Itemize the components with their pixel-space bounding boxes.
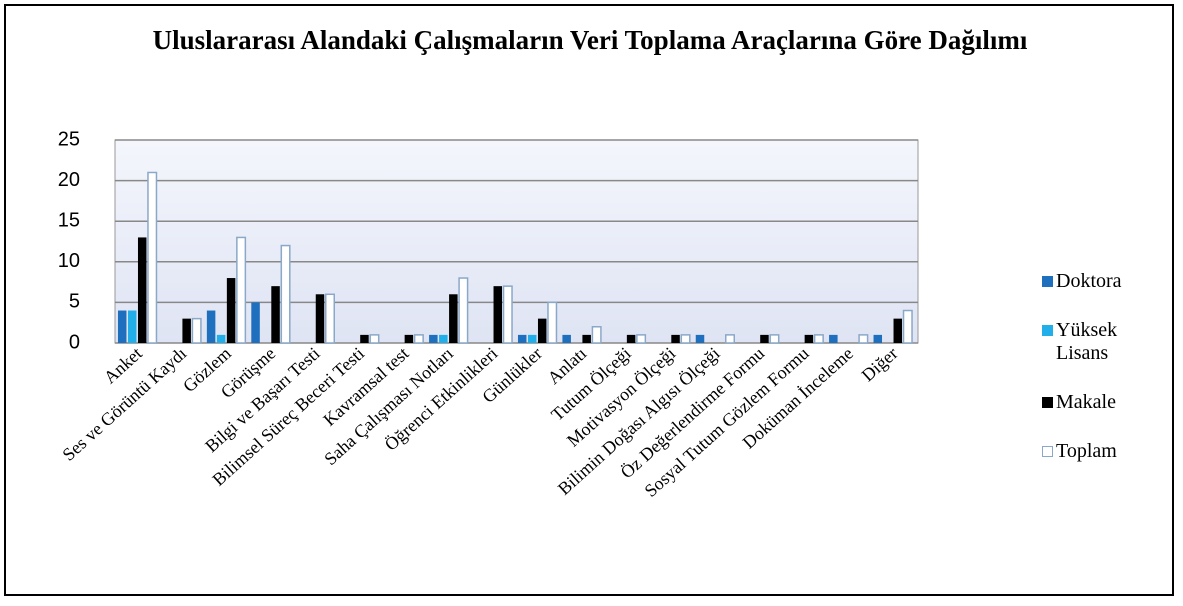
- legend-label: Makale: [1056, 391, 1116, 413]
- y-tick-label: 10: [58, 250, 80, 272]
- bar: [562, 334, 571, 343]
- y-tick-label: 0: [69, 331, 80, 353]
- bar: [517, 334, 527, 343]
- bar: [147, 171, 158, 344]
- legend-label: Doktora: [1056, 270, 1122, 292]
- bar: [502, 285, 513, 344]
- bar: [271, 286, 280, 343]
- bar: [315, 294, 325, 343]
- bar: [671, 334, 680, 343]
- bar: [251, 302, 260, 343]
- legend-swatch: [1042, 276, 1053, 287]
- bar: [413, 334, 424, 344]
- bar: [695, 334, 705, 343]
- x-tick-label: Diğer: [858, 343, 902, 385]
- bar: [449, 294, 458, 343]
- y-tick-label: 15: [58, 209, 80, 231]
- bar: [829, 334, 838, 343]
- bar: [804, 334, 814, 343]
- legend-item: Makale: [1042, 391, 1162, 414]
- bar: [369, 334, 380, 344]
- bar: [404, 334, 414, 343]
- bar: [813, 334, 824, 344]
- y-tick-label: 5: [69, 291, 80, 313]
- legend-label: Yüksek Lisans: [1056, 319, 1118, 364]
- bar: [493, 286, 503, 343]
- legend: Doktora Yüksek Lisans Makale Toplam: [1042, 270, 1162, 489]
- bar: [182, 318, 191, 343]
- bar: [626, 334, 636, 343]
- legend-item: Toplam: [1042, 440, 1162, 463]
- bar: [191, 317, 202, 344]
- bar: [325, 293, 335, 344]
- legend-item: Doktora: [1042, 270, 1162, 293]
- bar: [582, 334, 591, 343]
- bar: [206, 310, 216, 343]
- bar: [439, 334, 448, 343]
- bar: [725, 334, 735, 344]
- legend-swatch: [1042, 397, 1053, 408]
- bar: [873, 334, 883, 343]
- bar: [527, 334, 537, 343]
- chart-title: Uluslararası Alandaki Çalışmaların Veri …: [152, 25, 1028, 55]
- bar: [137, 237, 147, 343]
- bar: [117, 310, 127, 343]
- bar: [216, 334, 226, 343]
- legend-swatch: [1042, 446, 1053, 457]
- plot-area: [114, 139, 919, 344]
- legend-swatch: [1042, 325, 1053, 336]
- bar: [280, 244, 291, 344]
- bar: [537, 318, 547, 343]
- frame: [4, 4, 1174, 596]
- bar: [429, 334, 438, 343]
- y-tick-label: 25: [58, 128, 80, 150]
- bar: [769, 334, 780, 344]
- y-tick-label: 20: [58, 169, 80, 191]
- bar: [858, 334, 869, 344]
- bar: [760, 334, 769, 343]
- bar: [127, 310, 137, 343]
- bar: [893, 318, 903, 343]
- bar: [591, 326, 602, 344]
- bar: [226, 278, 236, 343]
- bar: [458, 277, 469, 344]
- bar: [636, 334, 647, 344]
- legend-item: Yüksek Lisans: [1042, 319, 1162, 365]
- bar: [360, 334, 369, 343]
- legend-label: Toplam: [1056, 440, 1117, 462]
- bar: [680, 334, 691, 344]
- bar: [547, 301, 558, 344]
- bar: [236, 236, 247, 344]
- bar: [902, 309, 913, 344]
